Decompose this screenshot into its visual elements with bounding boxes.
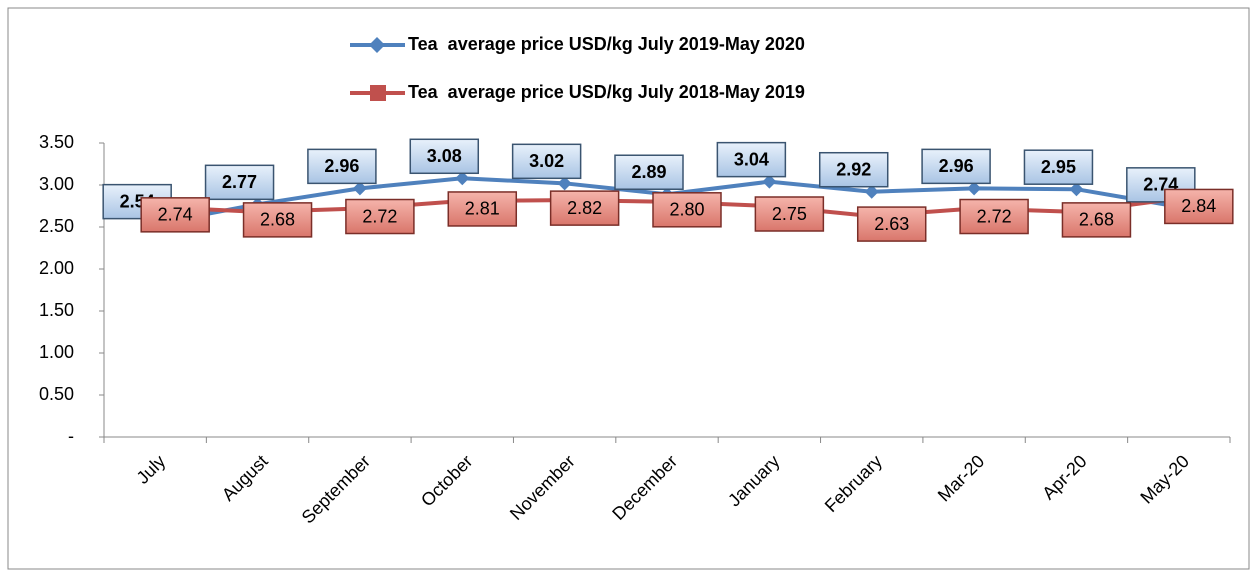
value-label: 2.75 [772,204,807,224]
value-label: 2.84 [1181,196,1216,216]
value-label-box [409,138,480,175]
value-label-box [242,202,313,238]
x-tick-label: December [608,451,681,524]
x-tick-label: Apr-20 [1038,451,1090,503]
value-label-box [345,198,415,235]
x-tick-label: January [724,451,783,510]
value-label-box [921,148,991,185]
chart-border [7,7,1250,570]
value-label-box [959,198,1029,235]
value-label: 2.74 [158,205,193,225]
y-tick-label: 3.00 [39,174,74,194]
y-tick-label: 2.00 [39,258,74,278]
value-label: 3.08 [427,146,462,166]
value-label-box [716,141,787,178]
value-label: 2.89 [631,162,666,182]
y-tick-label: - [68,426,74,446]
marker [352,181,367,196]
marker [864,184,879,199]
marker [1069,182,1084,197]
marker [557,176,572,191]
x-tick-label: September [298,451,374,527]
x-tick-label: November [506,451,579,524]
marker [455,171,470,186]
value-label: 3.02 [529,151,564,171]
marker [967,181,982,196]
value-label-box [1023,149,1094,185]
value-label: 2.72 [362,206,397,226]
x-tick-label: October [417,451,476,510]
y-tick-label: 2.50 [39,216,74,236]
y-tick-label: 0.50 [39,384,74,404]
value-label: 2.81 [465,199,500,219]
x-tick-label: May-20 [1136,451,1193,508]
value-label: 2.92 [836,159,871,179]
value-label-box [511,143,582,180]
value-label-box [307,148,377,185]
value-label-box [818,151,889,188]
value-label: 2.82 [567,198,602,218]
value-label: 2.68 [1079,210,1114,230]
value-label-box [204,164,275,201]
y-tick-label: 1.50 [39,300,74,320]
x-tick-label: Mar-20 [934,451,988,505]
x-tick-label: July [133,451,170,488]
x-tick-label: August [218,451,272,505]
value-label-box [140,197,210,233]
y-tick-label: 1.00 [39,342,74,362]
legend-label: Tea average price USD/kg July 2018-May 2… [408,82,805,102]
legend-marker [370,85,386,101]
value-label: 2.68 [260,210,295,230]
y-tick-label: 3.50 [39,132,74,152]
value-label-box [856,206,927,242]
value-label-box [1061,202,1132,238]
value-label: 2.96 [939,156,974,176]
marker [762,174,777,189]
value-label-box [1164,188,1234,225]
value-label-box [652,192,722,228]
x-tick-label: February [821,451,886,516]
value-label: 2.96 [324,156,359,176]
value-label-box [754,196,825,232]
value-label: 2.63 [874,214,909,234]
legend-label: Tea average price USD/kg July 2019-May 2… [408,34,805,54]
value-label: 2.95 [1041,157,1076,177]
value-label-box [614,154,684,190]
value-label-box [549,190,620,226]
value-label: 2.72 [977,206,1012,226]
value-label: 2.80 [669,200,704,220]
value-label-box [447,191,518,227]
legend-marker [369,37,385,53]
value-label: 3.04 [734,149,769,169]
value-label: 2.77 [222,172,257,192]
